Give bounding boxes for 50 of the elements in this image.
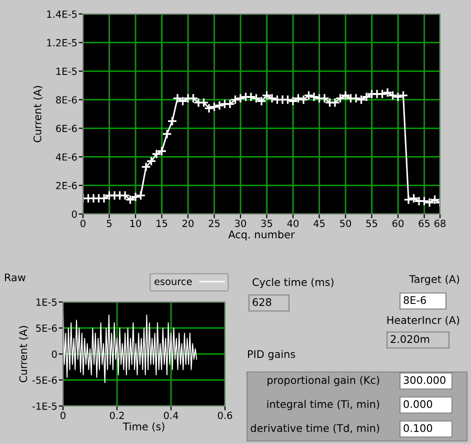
text: 300.000 [404,376,446,384]
text: proportional gain (Kc) [268,376,380,386]
y-tick-label: 1E-5 [36,298,57,306]
x-tick-label: 55 [366,220,378,228]
y-tick-label: -5E-6 [32,376,57,384]
y-tick-label: 1.4E-5 [47,10,77,18]
x-tick-label: 5 [106,220,112,228]
x-tick-label: 30 [235,220,246,228]
x-tick-label: 0.6 [218,412,232,420]
text: 0.000 [404,400,432,408]
y-axis-title: Current (A) [19,326,28,382]
text: 0.100 [404,424,432,432]
y-tick-label: 0 [52,350,57,358]
x-tick-label: 45 [314,220,325,228]
y-tick-label: 1.2E-5 [47,39,77,46]
x-tick-label: 60 [392,220,404,228]
y-axis-title: Current (A) [33,86,43,142]
x-axis-title: Time (s) [122,422,164,432]
text: 8E-6 [404,296,426,304]
x-tick-label: 68 [434,220,446,228]
y-tick-label: 8E-6 [56,96,77,104]
y-tick-label: 1E-5 [56,68,77,75]
text: 628 [252,298,272,306]
x-tick-label: 65 [418,220,430,228]
y-tick-label: 4E-6 [56,153,77,161]
x-tick-label: 50 [340,220,352,228]
text: integral time (Ti, min) [267,400,380,410]
y-tick-label: 6E-6 [56,124,77,132]
chart-title: Raw [5,274,26,282]
text: HeaterIncr (A) [387,316,460,326]
legend-label: esource [154,280,192,286]
y-tick-label: 2E-6 [56,182,77,190]
x-tick-label: 20 [182,220,194,228]
text: Target (A) [409,274,460,286]
text: Cycle time (ms) [252,278,334,288]
text: 2.020m [390,335,430,344]
text: PID gains [248,350,296,360]
x-tick-label: 0.4 [164,412,178,420]
x-tick-label: 15 [156,220,168,228]
text: derivative time (Td, min) [250,424,380,434]
x-tick-label: 10 [130,220,142,228]
x-tick-label: 0.2 [110,412,124,420]
x-tick-label: 0 [80,220,86,228]
y-tick-label: 0 [72,210,77,218]
x-tick-label: 35 [261,220,272,228]
x-tick-label: 25 [208,220,220,228]
x-axis-title: Acq. number [228,230,295,240]
x-tick-label: 40 [287,220,299,228]
y-tick-label: 5E-6 [36,324,57,332]
y-tick-label: -1E-5 [32,402,57,410]
